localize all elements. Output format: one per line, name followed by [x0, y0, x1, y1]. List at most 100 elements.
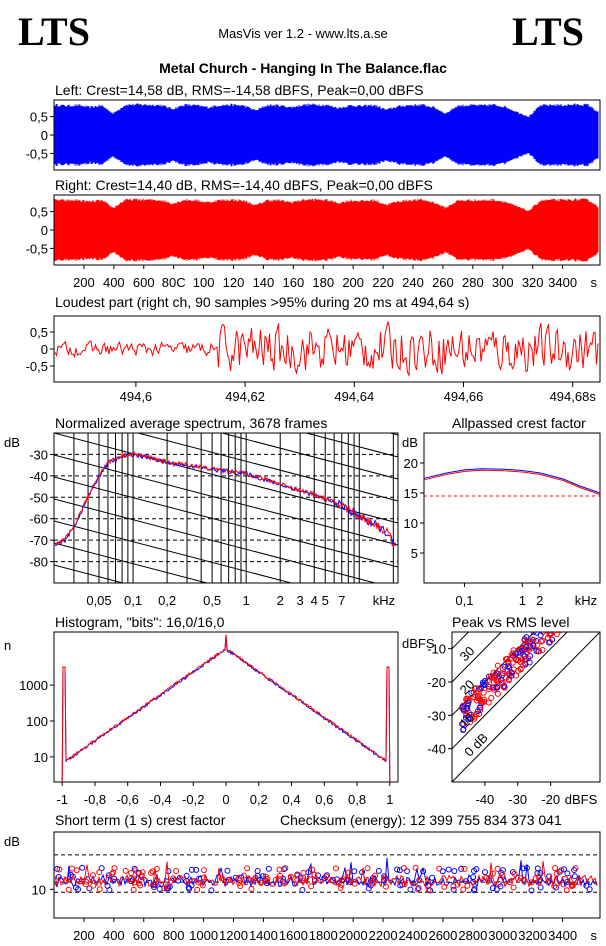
- xtick-label: 7: [338, 593, 345, 608]
- peakrms-point: [555, 623, 560, 628]
- shortterm-point: [439, 868, 446, 875]
- shortterm-point: [470, 887, 477, 894]
- peakrms-point: [535, 648, 542, 655]
- peakrms-point: [559, 605, 564, 610]
- shortterm-point: [240, 872, 247, 879]
- shortterm-point: [65, 886, 72, 893]
- xtick-label: 1000: [189, 928, 218, 943]
- xtick-label: 1200: [219, 928, 248, 943]
- xtick-label: 0,2: [158, 593, 176, 608]
- peakrms-point: [559, 615, 564, 620]
- diag-line: [54, 454, 398, 546]
- shortterm-point: [511, 870, 518, 877]
- shortterm-point: [236, 877, 243, 884]
- shortterm-point: [482, 874, 489, 881]
- peakrms-point: [554, 632, 560, 634]
- shortterm-point: [528, 879, 535, 886]
- shortterm-point: [545, 879, 552, 886]
- peakrms-point: [542, 632, 548, 634]
- shortterm-point: [82, 881, 89, 888]
- shortterm-point: [128, 875, 135, 882]
- peakrms-point: [552, 622, 557, 627]
- xtick-label: -0,4: [149, 792, 171, 807]
- ytick-label: -0,5: [26, 241, 48, 256]
- shortterm-point: [558, 867, 565, 874]
- peakrms-point: [501, 683, 508, 690]
- peakrms-point: [523, 634, 530, 641]
- peakrms-point: [472, 713, 479, 720]
- peakrms-point: [564, 618, 569, 623]
- shortterm-point: [161, 885, 168, 892]
- crest-line: [452, 632, 600, 782]
- shortterm-point: [323, 873, 330, 880]
- shortterm-point: [78, 878, 85, 885]
- shortterm-point: [309, 866, 316, 873]
- peakrms-point: [505, 658, 512, 665]
- peakrms-point: [546, 625, 551, 630]
- shortterm-point: [412, 864, 419, 871]
- peakrms-point: [562, 599, 567, 604]
- shortterm-point: [294, 876, 301, 883]
- ytick-label: -40: [427, 742, 446, 757]
- xtick-label: 80C: [162, 275, 186, 290]
- shortterm-title: Short term (1 s) crest factor: [55, 812, 226, 828]
- peakrms-xlabel: dBFS: [565, 792, 598, 807]
- xtick-label: 200: [73, 275, 95, 290]
- shortterm-point: [311, 871, 318, 878]
- peakrms-point: [502, 674, 509, 681]
- xtick-label: 180: [312, 275, 334, 290]
- shortterm-point: [86, 885, 93, 892]
- histogram-ylabel: n: [4, 638, 11, 653]
- xtick-label: 0,05: [86, 593, 111, 608]
- shortterm-point: [73, 867, 80, 874]
- xtick-label: -30: [508, 792, 527, 807]
- shortterm-point: [351, 880, 358, 887]
- file-title: Metal Church - Hanging In The Balance.fl…: [159, 60, 447, 76]
- peakrms-point: [550, 619, 555, 624]
- peakrms-point: [559, 615, 564, 620]
- diag-line: [136, 433, 398, 502]
- allpass-frame: [423, 432, 601, 584]
- diag-line: [54, 542, 209, 583]
- peakrms-point: [564, 609, 569, 614]
- shortterm-point: [311, 878, 318, 885]
- peakrms-point: [521, 637, 528, 644]
- peakrms-point: [540, 625, 545, 630]
- xtick-label: 3: [297, 593, 304, 608]
- shortterm-point: [254, 868, 261, 875]
- peakrms-point: [494, 690, 501, 697]
- shortterm-point: [382, 883, 389, 890]
- peakrms-point: [547, 632, 554, 637]
- shortterm-point: [259, 873, 266, 880]
- peakrms-point: [548, 632, 555, 637]
- xtick-label: 600: [133, 275, 155, 290]
- shortterm-point: [493, 886, 500, 893]
- xtick-label: 494,64: [334, 389, 374, 404]
- shortterm-point: [517, 875, 524, 882]
- xtick-label: 0,1: [124, 593, 142, 608]
- peakrms-point: [559, 632, 564, 633]
- shortterm-point: [90, 882, 97, 889]
- shortterm-point: [586, 886, 593, 893]
- shortterm-point: [553, 870, 560, 877]
- shortterm-point: [337, 884, 344, 891]
- shortterm-point: [132, 867, 139, 874]
- xtick-label: 0,5: [203, 593, 221, 608]
- xtick-label: 2600: [428, 928, 457, 943]
- peakrms-point: [533, 647, 540, 654]
- peakrms-point: [487, 673, 494, 680]
- peakrms-point: [522, 655, 529, 662]
- shortterm-point: [369, 880, 376, 887]
- peakrms-point: [501, 663, 508, 670]
- peakrms-point: [551, 608, 556, 613]
- peakrms-point: [508, 654, 515, 661]
- peakrms-point: [465, 699, 472, 706]
- shortterm-point: [534, 865, 541, 872]
- shortterm-point: [188, 866, 195, 873]
- peakrms-point: [560, 620, 565, 625]
- shortterm-point: [128, 869, 135, 876]
- shortterm-point: [436, 865, 443, 872]
- allpass-title: Allpassed crest factor: [452, 415, 586, 431]
- shortterm-point: [451, 867, 458, 874]
